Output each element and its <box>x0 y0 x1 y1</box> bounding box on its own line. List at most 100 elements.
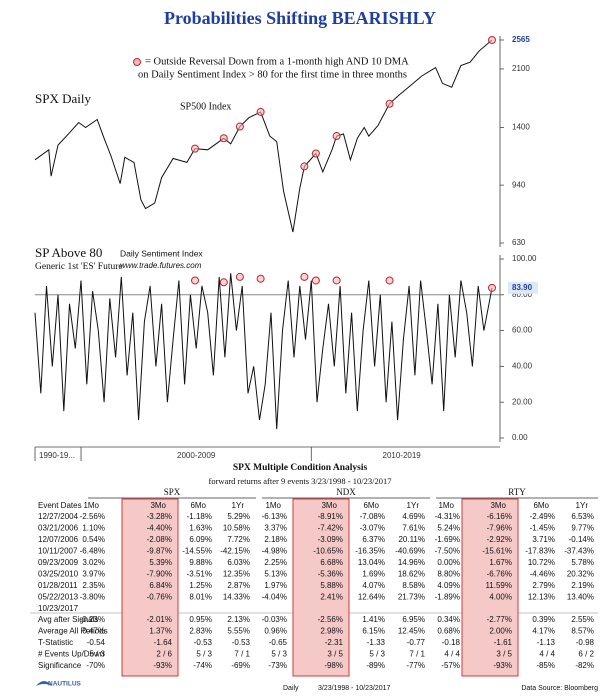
table-cell: -1.64 <box>154 638 173 647</box>
table-cell: 11.59% <box>485 581 512 590</box>
table-cell: 8.58% <box>402 581 425 590</box>
table-cell: 5 / 3 <box>271 650 287 659</box>
group-header: SPX <box>164 487 181 497</box>
logo: NAUTILUS <box>36 681 82 688</box>
table-cell: 6.53% <box>571 512 594 521</box>
table-cell: 4.17% <box>532 627 555 636</box>
table-cell: 6.15% <box>362 627 385 636</box>
table-cell: -0.53 <box>194 638 213 647</box>
table-cell: 5 / 3 <box>369 650 385 659</box>
table-cell: -4.31% <box>435 512 460 521</box>
table-cell: -7.96% <box>487 524 512 533</box>
table-cell: 12.35% <box>223 570 250 579</box>
signal-marker <box>300 272 309 281</box>
table-cell: 6.68% <box>320 558 343 567</box>
table-cell: 1.69% <box>362 570 385 579</box>
table-cell: 3 / 5 <box>496 650 512 659</box>
signal-marker <box>311 149 320 158</box>
table-cell: 0.95% <box>189 615 212 624</box>
row-label: Average All Periods <box>38 627 108 636</box>
series-name: Daily Sentiment Index <box>120 248 203 258</box>
table-cell: -98% <box>324 661 343 670</box>
table-cell: -70% <box>86 661 105 670</box>
logo-icon <box>36 681 52 686</box>
row-label: 05/22/2013 <box>38 593 79 602</box>
table-cell: 13.04% <box>358 558 385 567</box>
table-cell: 10.72% <box>528 558 555 567</box>
table-cell: -2.56% <box>80 512 105 521</box>
y-tick-label: 100.00 <box>512 254 537 263</box>
table-cell: -17.83% <box>525 547 555 556</box>
table-cell: 1.10% <box>82 524 105 533</box>
table-cell: 1.67% <box>489 558 512 567</box>
series-line <box>34 39 493 233</box>
table-cell: -0.65 <box>269 638 288 647</box>
row-label: 10/23/2017 <box>38 604 79 613</box>
table-cell: -3.09% <box>318 535 343 544</box>
table-cell: -1.13 <box>537 638 556 647</box>
column-header: 1Yr <box>576 501 589 510</box>
table-cell: 14.33% <box>223 593 250 602</box>
table-cell: -0.54 <box>87 638 106 647</box>
signal-marker <box>385 276 394 285</box>
table-cell: -4.98% <box>262 547 287 556</box>
table-cell: 5.24% <box>437 524 460 533</box>
table-cell: 4.00% <box>489 593 512 602</box>
signal-marker <box>219 278 228 287</box>
table-cell: -2.08% <box>147 535 172 544</box>
table-cell: 0.00% <box>437 558 460 567</box>
table-cell: 2.41% <box>320 593 343 602</box>
table-cell: 2.35% <box>82 581 105 590</box>
row-label: T-Statistic <box>38 638 73 647</box>
signal-marker <box>488 283 496 292</box>
highlight-column <box>292 498 350 677</box>
table-cell: 5.13% <box>264 570 287 579</box>
table-cell: 2.25% <box>264 558 287 567</box>
table-cell: 0.96% <box>264 627 287 636</box>
table-cell: 3.02% <box>82 558 105 567</box>
row-label: 12/07/2006 <box>38 535 79 544</box>
table-cell: -89% <box>366 661 385 670</box>
table-cell: -14.55% <box>182 547 212 556</box>
table-cell: 13.40% <box>567 593 594 602</box>
table-cell: 4.07% <box>362 581 385 590</box>
table-cell: -15.61% <box>482 547 512 556</box>
signal-marker <box>385 99 394 108</box>
chart-sublabel: Generic 1st 'ES' Future <box>35 262 123 272</box>
table-cell: 0.47% <box>82 627 105 636</box>
table-cell: 3 / 5 <box>327 650 343 659</box>
footer-source: Data Source: Bloomberg <box>521 685 598 692</box>
table-cell: -2.49% <box>530 512 555 521</box>
table-cell: 1.25% <box>189 581 212 590</box>
y-tick-label: 0.00 <box>512 433 528 442</box>
column-header: 1Mo <box>83 501 99 510</box>
table-cell: 0.54% <box>82 535 105 544</box>
table-cell: -1.69% <box>435 535 460 544</box>
y-tick-label: 630 <box>512 238 526 247</box>
x-tick-label: 2010-2019 <box>383 451 422 460</box>
table-cell: -74% <box>193 661 212 670</box>
group-header: RTY <box>508 487 526 497</box>
table-cell: -0.77 <box>407 638 426 647</box>
y-tick-label: 80.00 <box>512 290 533 299</box>
table-cell: 4 / 4 <box>539 650 555 659</box>
table-cell: -2.31 <box>325 638 344 647</box>
table-cell: -6.13% <box>262 512 287 521</box>
table-cell: 7 / 1 <box>409 650 425 659</box>
table-cell: -1.89% <box>435 593 460 602</box>
table-cell: 6.03% <box>227 558 250 567</box>
signal-marker <box>256 107 265 116</box>
table-cell: -3.80% <box>80 593 105 602</box>
table-cell: -0.98 <box>576 638 595 647</box>
signal-marker <box>191 276 200 285</box>
table-cell: 6 / 2 <box>578 650 594 659</box>
table-cell: 2.98% <box>320 627 343 636</box>
last-value-box <box>508 281 538 294</box>
table-cell: -5.36% <box>318 570 343 579</box>
x-tick-label: 1990-19... <box>39 451 75 460</box>
table-cell: 5.78% <box>571 558 594 567</box>
table-cell: 5.39% <box>149 558 172 567</box>
column-header: 3Mo <box>150 501 166 510</box>
signal-marker <box>235 272 244 281</box>
table-cell: -3.51% <box>187 570 212 579</box>
